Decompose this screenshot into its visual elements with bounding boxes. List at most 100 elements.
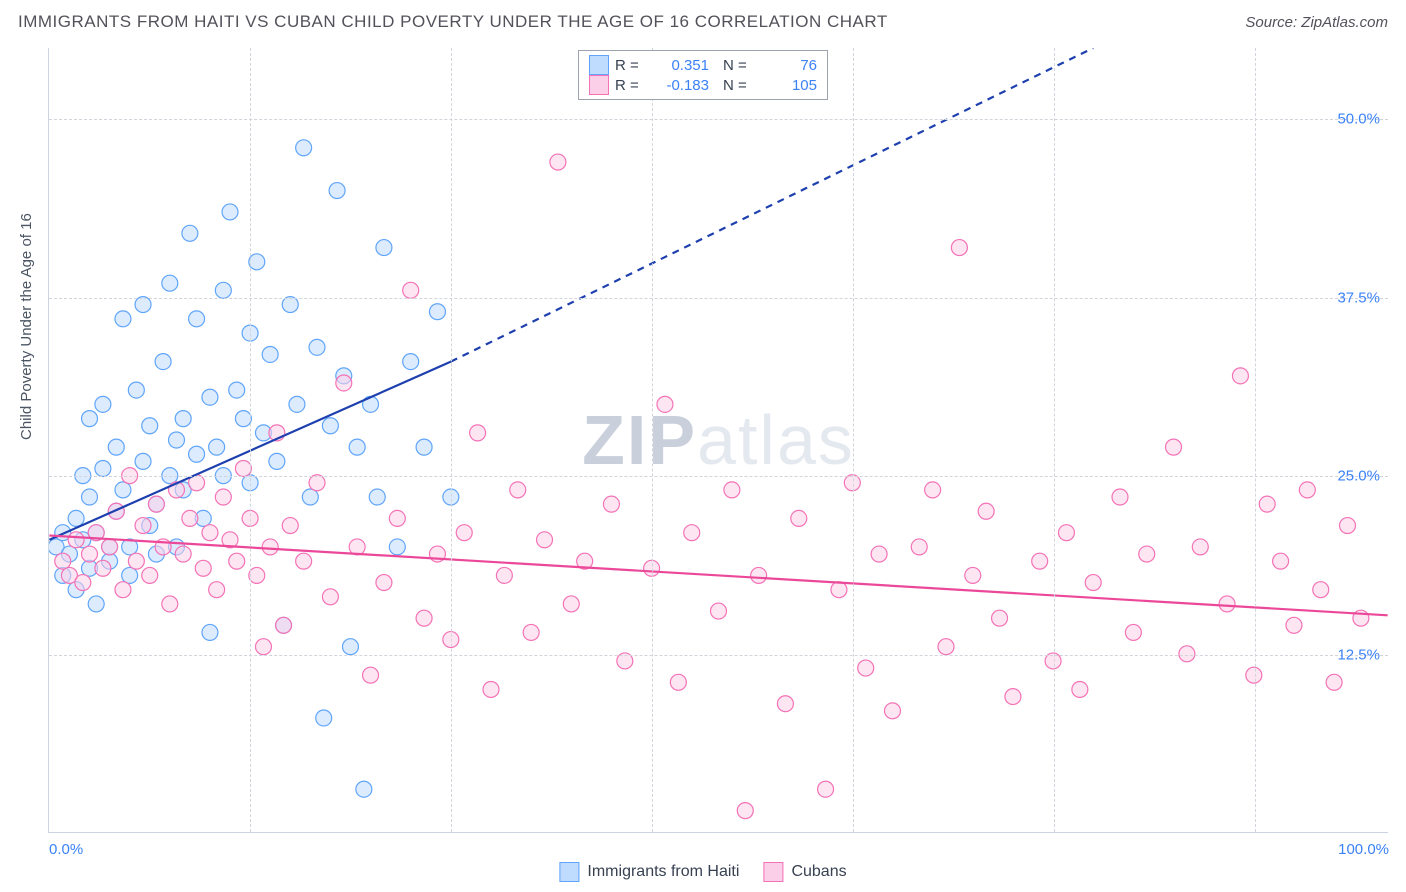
data-point-cubans — [322, 589, 338, 605]
data-point-haiti — [309, 339, 325, 355]
data-point-cubans — [376, 575, 392, 591]
data-point-cubans — [1166, 439, 1182, 455]
data-point-haiti — [202, 624, 218, 640]
legend-r-label: R = — [615, 57, 645, 74]
data-point-haiti — [376, 240, 392, 256]
data-point-cubans — [195, 560, 211, 576]
data-point-haiti — [182, 225, 198, 241]
data-point-cubans — [523, 624, 539, 640]
data-point-haiti — [162, 275, 178, 291]
legend-swatch-icon — [559, 862, 579, 882]
data-point-cubans — [1219, 596, 1235, 612]
data-point-cubans — [336, 375, 352, 391]
data-point-cubans — [296, 553, 312, 569]
legend-r-value: -0.183 — [651, 77, 709, 94]
data-point-haiti — [189, 311, 205, 327]
chart-title: IMMIGRANTS FROM HAITI VS CUBAN CHILD POV… — [18, 12, 888, 32]
gridline-v — [853, 48, 854, 832]
data-point-cubans — [1326, 674, 1342, 690]
data-point-cubans — [1032, 553, 1048, 569]
data-point-haiti — [108, 439, 124, 455]
data-point-haiti — [135, 297, 151, 313]
data-point-haiti — [209, 439, 225, 455]
data-point-cubans — [550, 154, 566, 170]
data-point-cubans — [751, 567, 767, 583]
data-point-cubans — [148, 496, 164, 512]
legend-series-name: Cubans — [791, 863, 846, 881]
data-point-cubans — [82, 546, 98, 562]
chart-source: Source: ZipAtlas.com — [1245, 14, 1388, 31]
data-point-haiti — [155, 354, 171, 370]
data-point-haiti — [356, 781, 372, 797]
data-point-haiti — [189, 446, 205, 462]
legend-series: Immigrants from Haiti Cubans — [559, 862, 846, 882]
data-point-cubans — [603, 496, 619, 512]
y-tick-label: 37.5% — [1337, 289, 1380, 306]
data-point-cubans — [1259, 496, 1275, 512]
legend-n-label: N = — [723, 57, 753, 74]
data-point-haiti — [135, 453, 151, 469]
data-point-cubans — [510, 482, 526, 498]
data-point-cubans — [55, 553, 71, 569]
data-point-haiti — [262, 346, 278, 362]
x-tick-label: 0.0% — [49, 841, 83, 858]
data-point-cubans — [416, 610, 432, 626]
data-point-cubans — [791, 510, 807, 526]
scatter-chart: ZIPatlas 12.5%25.0%37.5%50.0%0.0%100.0% — [48, 48, 1388, 833]
data-point-cubans — [175, 546, 191, 562]
data-point-cubans — [389, 510, 405, 526]
data-point-cubans — [858, 660, 874, 676]
data-point-cubans — [871, 546, 887, 562]
data-point-cubans — [363, 667, 379, 683]
data-point-cubans — [537, 532, 553, 548]
data-point-haiti — [296, 140, 312, 156]
legend-item-haiti: Immigrants from Haiti — [559, 862, 739, 882]
data-point-cubans — [777, 696, 793, 712]
legend-swatch-icon — [589, 55, 609, 75]
legend-row-haiti: R =0.351N =76 — [589, 55, 817, 75]
data-point-cubans — [992, 610, 1008, 626]
data-point-cubans — [925, 482, 941, 498]
gridline-v — [250, 48, 251, 832]
data-point-cubans — [1340, 518, 1356, 534]
data-point-haiti — [389, 539, 405, 555]
x-tick-label: 100.0% — [1338, 841, 1389, 858]
legend-correlation-box: R =0.351N =76R =-0.183N =105 — [578, 50, 828, 100]
legend-swatch-icon — [763, 862, 783, 882]
legend-n-label: N = — [723, 77, 753, 94]
data-point-cubans — [1125, 624, 1141, 640]
data-point-cubans — [938, 639, 954, 655]
legend-r-value: 0.351 — [651, 57, 709, 74]
data-point-cubans — [102, 539, 118, 555]
data-point-cubans — [1299, 482, 1315, 498]
data-point-cubans — [68, 532, 84, 548]
data-point-haiti — [88, 596, 104, 612]
data-point-cubans — [142, 567, 158, 583]
data-point-haiti — [369, 489, 385, 505]
data-point-cubans — [235, 461, 251, 477]
data-point-haiti — [68, 510, 84, 526]
data-point-cubans — [202, 525, 218, 541]
data-point-cubans — [182, 510, 198, 526]
data-point-cubans — [403, 282, 419, 298]
data-point-cubans — [1058, 525, 1074, 541]
data-point-cubans — [670, 674, 686, 690]
data-point-haiti — [122, 567, 138, 583]
legend-series-name: Immigrants from Haiti — [587, 863, 739, 881]
data-point-cubans — [831, 582, 847, 598]
data-point-haiti — [429, 304, 445, 320]
data-point-cubans — [1313, 582, 1329, 598]
data-point-cubans — [276, 617, 292, 633]
data-point-cubans — [128, 553, 144, 569]
data-point-cubans — [496, 567, 512, 583]
data-point-cubans — [215, 489, 231, 505]
data-point-haiti — [95, 461, 111, 477]
y-tick-label: 25.0% — [1337, 468, 1380, 485]
data-point-cubans — [1112, 489, 1128, 505]
y-tick-label: 12.5% — [1337, 646, 1380, 663]
data-point-haiti — [403, 354, 419, 370]
data-point-haiti — [95, 396, 111, 412]
gridline-v — [1054, 48, 1055, 832]
data-point-haiti — [302, 489, 318, 505]
data-point-cubans — [657, 396, 673, 412]
